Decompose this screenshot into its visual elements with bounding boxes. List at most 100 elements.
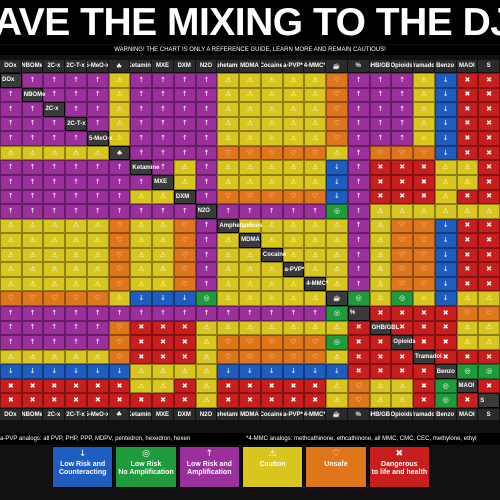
interaction-cell[interactable]: ✖ bbox=[43, 393, 66, 408]
interaction-cell[interactable]: ⚠ bbox=[152, 364, 174, 379]
interaction-cell[interactable]: ◎ bbox=[326, 204, 348, 219]
interaction-cell[interactable]: ✖ bbox=[434, 349, 457, 365]
interaction-cell[interactable]: ⚠ bbox=[21, 218, 44, 234]
interaction-cell[interactable]: ♡ bbox=[391, 218, 414, 234]
interaction-cell[interactable]: ✖ bbox=[413, 160, 435, 175]
interaction-cell[interactable]: ♡ bbox=[86, 291, 109, 307]
interaction-cell[interactable]: ✖ bbox=[391, 364, 414, 379]
interaction-cell[interactable]: ♡ bbox=[21, 291, 44, 307]
interaction-cell[interactable]: ◎ bbox=[456, 364, 479, 379]
interaction-cell[interactable]: ↑ bbox=[347, 174, 370, 190]
interaction-cell[interactable]: ↑ bbox=[21, 102, 44, 117]
interaction-cell[interactable]: ↑ bbox=[195, 262, 218, 277]
interaction-cell[interactable]: ♡ bbox=[456, 306, 479, 321]
interaction-cell[interactable]: ⚠ bbox=[369, 204, 392, 219]
interaction-cell[interactable]: ✖ bbox=[478, 378, 500, 394]
interaction-cell[interactable]: ⚠ bbox=[195, 378, 218, 394]
interaction-cell[interactable]: ⚠ bbox=[304, 160, 327, 175]
interaction-cell[interactable]: ⚠ bbox=[0, 145, 22, 161]
interaction-cell[interactable]: ⚠ bbox=[239, 116, 261, 132]
interaction-cell[interactable]: ↑ bbox=[195, 276, 218, 292]
interaction-cell[interactable]: ✖ bbox=[478, 247, 500, 263]
interaction-cell[interactable]: ↓ bbox=[65, 364, 87, 379]
interaction-cell[interactable]: ⚠ bbox=[65, 233, 87, 248]
interaction-cell[interactable]: ↑ bbox=[43, 131, 66, 146]
interaction-cell[interactable]: ✖ bbox=[108, 393, 131, 408]
interaction-cell[interactable]: ✖ bbox=[347, 349, 370, 365]
interaction-cell[interactable]: ♡ bbox=[413, 218, 435, 234]
interaction-cell[interactable]: ⚠ bbox=[21, 349, 44, 365]
interaction-cell[interactable]: ◎ bbox=[391, 291, 414, 307]
interaction-cell[interactable]: ✖ bbox=[478, 349, 500, 365]
interaction-cell[interactable]: ♡ bbox=[304, 349, 327, 365]
interaction-cell[interactable]: ✖ bbox=[260, 378, 283, 394]
interaction-cell[interactable]: ↑ bbox=[304, 306, 327, 321]
interaction-cell[interactable]: ♡ bbox=[260, 145, 283, 161]
interaction-cell[interactable]: ♡ bbox=[239, 189, 261, 205]
interaction-cell[interactable]: ✖ bbox=[456, 189, 479, 205]
interaction-cell[interactable]: ⚠ bbox=[260, 131, 283, 146]
interaction-cell[interactable]: ♡ bbox=[282, 349, 305, 365]
interaction-cell[interactable]: ↑ bbox=[21, 116, 44, 132]
interaction-cell[interactable]: ⚠ bbox=[456, 320, 479, 336]
interaction-cell[interactable]: ✖ bbox=[391, 320, 414, 336]
interaction-cell[interactable]: ↑ bbox=[130, 174, 153, 190]
interaction-cell[interactable]: ⚠ bbox=[239, 102, 261, 117]
interaction-cell[interactable]: ✖ bbox=[0, 393, 22, 408]
interaction-cell[interactable]: ✖ bbox=[21, 378, 44, 394]
interaction-cell[interactable]: ♡ bbox=[369, 145, 392, 161]
interaction-cell[interactable]: ♡ bbox=[0, 291, 22, 307]
interaction-cell[interactable]: ♡ bbox=[217, 349, 240, 365]
interaction-cell[interactable]: ⚠ bbox=[86, 233, 109, 248]
interaction-cell[interactable]: ♡ bbox=[347, 378, 370, 394]
interaction-cell[interactable]: ⚠ bbox=[217, 320, 240, 336]
interaction-cell[interactable]: ⚠ bbox=[478, 335, 500, 350]
interaction-cell[interactable]: ✖ bbox=[369, 364, 392, 379]
interaction-cell[interactable]: ✖ bbox=[369, 189, 392, 205]
interaction-cell[interactable]: ↑ bbox=[347, 73, 370, 88]
interaction-cell[interactable]: ↓ bbox=[434, 276, 457, 292]
interaction-cell[interactable]: ↑ bbox=[347, 262, 370, 277]
interaction-cell[interactable]: ↓ bbox=[434, 102, 457, 117]
interaction-cell[interactable]: ↑ bbox=[65, 174, 87, 190]
interaction-cell[interactable]: ⚠ bbox=[326, 320, 348, 336]
interaction-cell[interactable]: ↑ bbox=[21, 174, 44, 190]
interaction-cell[interactable]: ⚠ bbox=[217, 131, 240, 146]
interaction-cell[interactable]: ⚠ bbox=[43, 262, 66, 277]
interaction-cell[interactable]: ↑ bbox=[347, 276, 370, 292]
interaction-cell[interactable]: ↑ bbox=[0, 116, 22, 132]
interaction-cell[interactable]: ⚠ bbox=[326, 393, 348, 408]
interaction-cell[interactable]: ⚠ bbox=[369, 276, 392, 292]
interaction-cell[interactable]: ✖ bbox=[108, 378, 131, 394]
interaction-cell[interactable]: ⚠ bbox=[456, 204, 479, 219]
interaction-cell[interactable]: ↑ bbox=[173, 87, 196, 103]
interaction-cell[interactable]: ↓ bbox=[173, 291, 196, 307]
interaction-cell[interactable]: ♡ bbox=[282, 145, 305, 161]
interaction-cell[interactable]: ⚠ bbox=[0, 233, 22, 248]
interaction-cell[interactable]: ⚠ bbox=[304, 320, 327, 336]
interaction-cell[interactable]: ⚠ bbox=[239, 247, 261, 263]
interaction-cell[interactable]: ⚠ bbox=[282, 320, 305, 336]
interaction-cell[interactable]: ♡ bbox=[173, 218, 196, 234]
interaction-cell[interactable]: ↑ bbox=[0, 320, 22, 336]
interaction-cell[interactable]: ⚠ bbox=[152, 189, 174, 205]
interaction-cell[interactable]: ✖ bbox=[0, 378, 22, 394]
interaction-cell[interactable]: ✖ bbox=[152, 320, 174, 336]
interaction-cell[interactable]: ⚠ bbox=[130, 247, 153, 263]
interaction-cell[interactable]: ↑ bbox=[391, 116, 414, 132]
interaction-cell[interactable]: ↑ bbox=[130, 102, 153, 117]
interaction-cell[interactable]: ♡ bbox=[65, 291, 87, 307]
interaction-cell[interactable]: ♡ bbox=[413, 145, 435, 161]
interaction-cell[interactable]: ↑ bbox=[282, 204, 305, 219]
interaction-cell[interactable]: ⚠ bbox=[260, 291, 283, 307]
interaction-cell[interactable]: ✖ bbox=[347, 335, 370, 350]
interaction-cell[interactable]: ↑ bbox=[86, 204, 109, 219]
interaction-cell[interactable]: ⚠ bbox=[239, 320, 261, 336]
interaction-cell[interactable]: ♡ bbox=[108, 233, 131, 248]
interaction-cell[interactable]: ✖ bbox=[413, 320, 435, 336]
interaction-cell[interactable]: ♡ bbox=[108, 320, 131, 336]
interaction-cell[interactable]: ⚠ bbox=[434, 189, 457, 205]
interaction-cell[interactable]: ⚠ bbox=[86, 262, 109, 277]
interaction-cell[interactable]: ✖ bbox=[478, 276, 500, 292]
interaction-cell[interactable]: ✖ bbox=[478, 262, 500, 277]
